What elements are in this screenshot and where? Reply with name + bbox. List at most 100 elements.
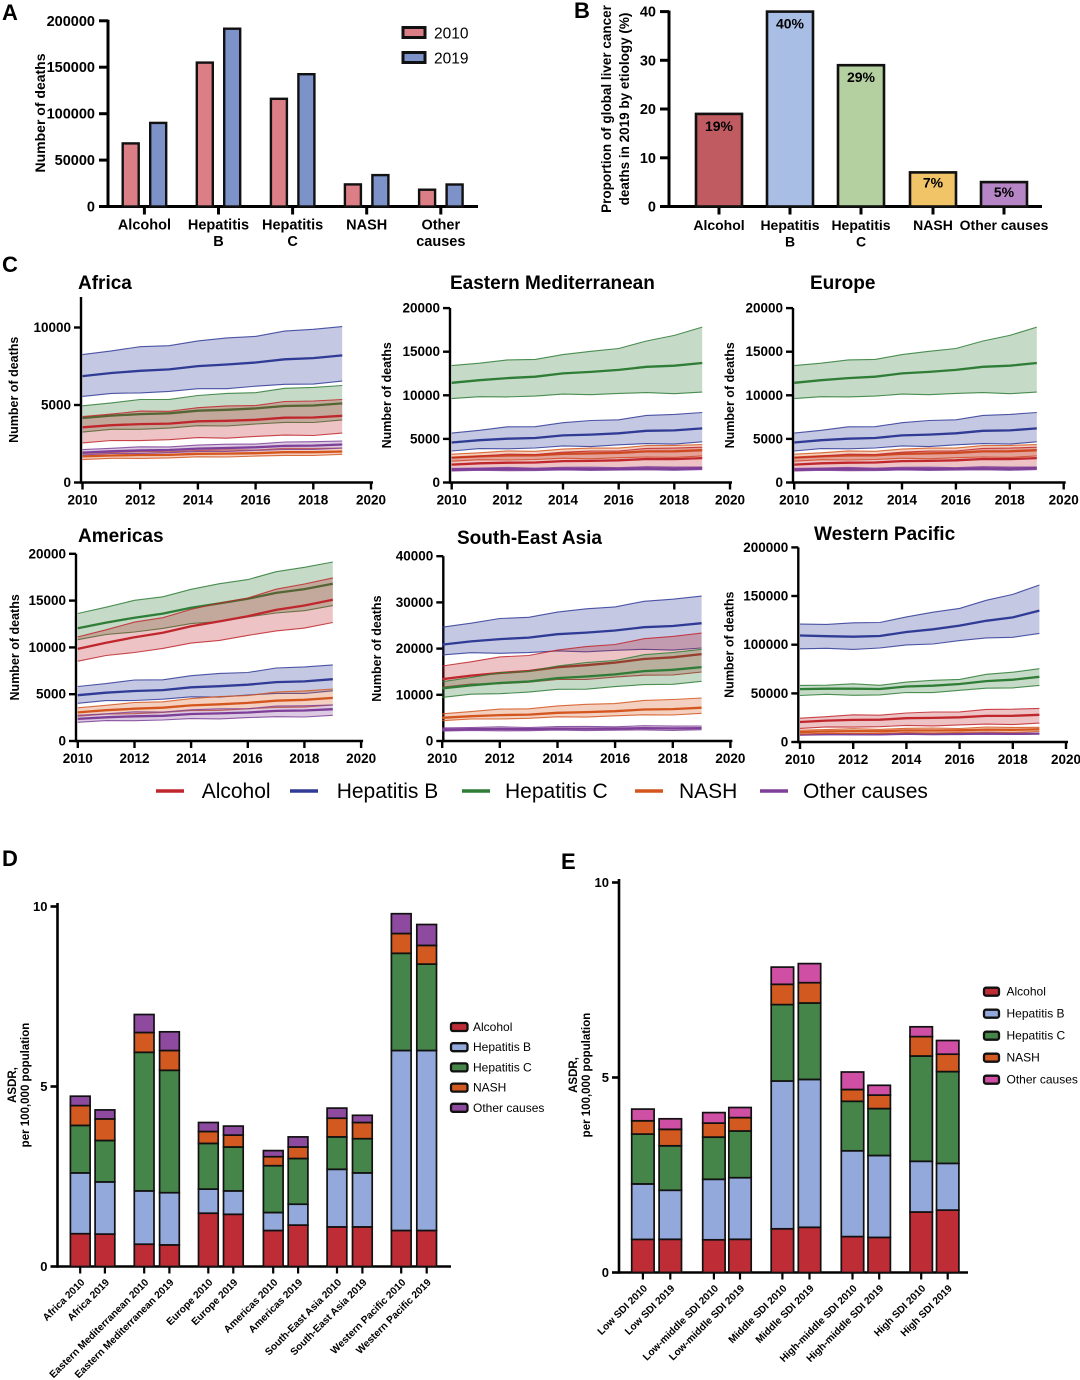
svg-text:NASH: NASH [679,780,737,803]
svg-text:Hepatitis: Hepatitis [188,218,249,234]
svg-text:Number of deaths: Number of deaths [370,595,384,701]
svg-text:7%: 7% [923,174,944,190]
svg-text:0: 0 [426,734,434,749]
svg-text:20000: 20000 [745,301,783,316]
svg-text:2014: 2014 [548,493,579,508]
svg-text:Number of deaths: Number of deaths [723,342,737,448]
svg-text:2020: 2020 [715,751,745,766]
svg-text:0: 0 [432,475,440,490]
svg-text:ASDR,: ASDR, [568,1057,580,1093]
svg-text:10: 10 [33,899,47,914]
svg-text:5000: 5000 [41,398,71,413]
svg-text:2016: 2016 [604,493,635,508]
svg-text:10000: 10000 [396,687,434,702]
svg-text:5: 5 [40,1079,47,1094]
svg-text:Hepatitis B: Hepatitis B [1007,1007,1065,1021]
svg-text:2010: 2010 [63,751,93,766]
svg-text:Alcohol: Alcohol [473,1020,512,1034]
svg-text:2016: 2016 [241,493,272,508]
svg-text:0: 0 [602,1265,609,1280]
svg-text:10000: 10000 [402,388,440,403]
svg-text:2018: 2018 [995,493,1026,508]
svg-text:10: 10 [595,875,609,890]
svg-text:2012: 2012 [119,751,149,766]
svg-text:per 100,000 population: per 100,000 population [20,1023,32,1148]
svg-text:0: 0 [648,200,656,216]
svg-text:50000: 50000 [751,686,789,701]
svg-text:deaths in 2019 by etiology (%): deaths in 2019 by etiology (%) [617,13,632,206]
svg-text:29%: 29% [847,69,876,85]
svg-text:2014: 2014 [183,493,214,508]
svg-text:NASH: NASH [473,1081,506,1095]
svg-text:2020: 2020 [1051,752,1080,767]
svg-text:C: C [856,234,866,250]
svg-text:200000: 200000 [743,540,788,555]
svg-text:2012: 2012 [833,493,863,508]
svg-text:40000: 40000 [396,549,434,564]
svg-text:0: 0 [58,734,66,749]
svg-text:150000: 150000 [47,60,95,76]
svg-text:0: 0 [40,1259,47,1274]
svg-text:2012: 2012 [125,493,155,508]
svg-text:2019: 2019 [434,51,468,68]
svg-text:2018: 2018 [998,752,1029,767]
svg-text:10000: 10000 [33,320,71,335]
svg-text:2012: 2012 [838,752,868,767]
svg-text:C: C [2,252,18,277]
svg-text:2018: 2018 [298,493,329,508]
svg-text:NASH: NASH [346,218,387,234]
svg-text:Europe: Europe [810,273,875,294]
svg-text:Eastern Mediterranean: Eastern Mediterranean [450,273,655,294]
svg-text:NASH: NASH [913,217,953,233]
svg-text:2020: 2020 [715,493,745,508]
svg-text:Hepatitis: Hepatitis [760,217,819,233]
svg-text:Alcohol: Alcohol [202,780,271,803]
svg-text:Other causes: Other causes [473,1101,544,1115]
svg-text:5000: 5000 [36,687,66,702]
svg-text:Western Pacific: Western Pacific [814,524,956,545]
svg-text:Other causes: Other causes [1007,1073,1078,1087]
svg-text:20000: 20000 [28,546,66,561]
svg-text:100000: 100000 [47,107,95,123]
svg-text:Other causes: Other causes [803,780,928,803]
svg-text:0: 0 [781,735,789,750]
svg-text:D: D [2,846,18,871]
svg-text:B: B [785,234,795,250]
svg-text:2014: 2014 [542,751,573,766]
svg-text:20: 20 [640,102,656,118]
svg-text:30: 30 [640,53,656,69]
svg-text:Other: Other [421,218,460,234]
svg-text:0: 0 [87,200,95,216]
svg-text:10: 10 [640,151,656,167]
svg-text:South-East Asia: South-East Asia [457,528,602,549]
svg-text:2010: 2010 [67,493,97,508]
svg-text:2016: 2016 [945,752,976,767]
svg-text:2020: 2020 [1049,493,1079,508]
svg-text:2014: 2014 [891,752,922,767]
svg-text:15000: 15000 [402,344,440,359]
svg-text:Alcohol: Alcohol [118,218,171,234]
svg-text:Proportion of global liver can: Proportion of global liver cancer [599,4,614,213]
svg-text:5000: 5000 [410,431,440,446]
svg-text:50000: 50000 [55,153,95,169]
svg-text:2016: 2016 [600,751,631,766]
svg-text:2010: 2010 [785,752,815,767]
svg-text:Americas: Americas [78,526,164,547]
svg-text:B: B [213,234,223,250]
svg-text:NASH: NASH [1007,1051,1040,1065]
svg-text:0: 0 [63,475,71,490]
svg-text:2018: 2018 [289,751,320,766]
svg-text:2010: 2010 [427,751,457,766]
svg-text:0: 0 [775,475,783,490]
svg-text:2014: 2014 [887,493,918,508]
svg-text:Hepatitis: Hepatitis [831,217,890,233]
svg-text:Number of deaths: Number of deaths [380,342,394,448]
svg-text:20000: 20000 [396,641,434,656]
svg-text:100000: 100000 [743,637,788,652]
svg-text:2018: 2018 [658,751,689,766]
svg-text:2020: 2020 [346,751,376,766]
svg-text:2010: 2010 [437,493,467,508]
svg-text:Hepatitis C: Hepatitis C [1007,1029,1066,1043]
svg-text:causes: causes [416,234,465,250]
svg-text:5: 5 [602,1070,609,1085]
